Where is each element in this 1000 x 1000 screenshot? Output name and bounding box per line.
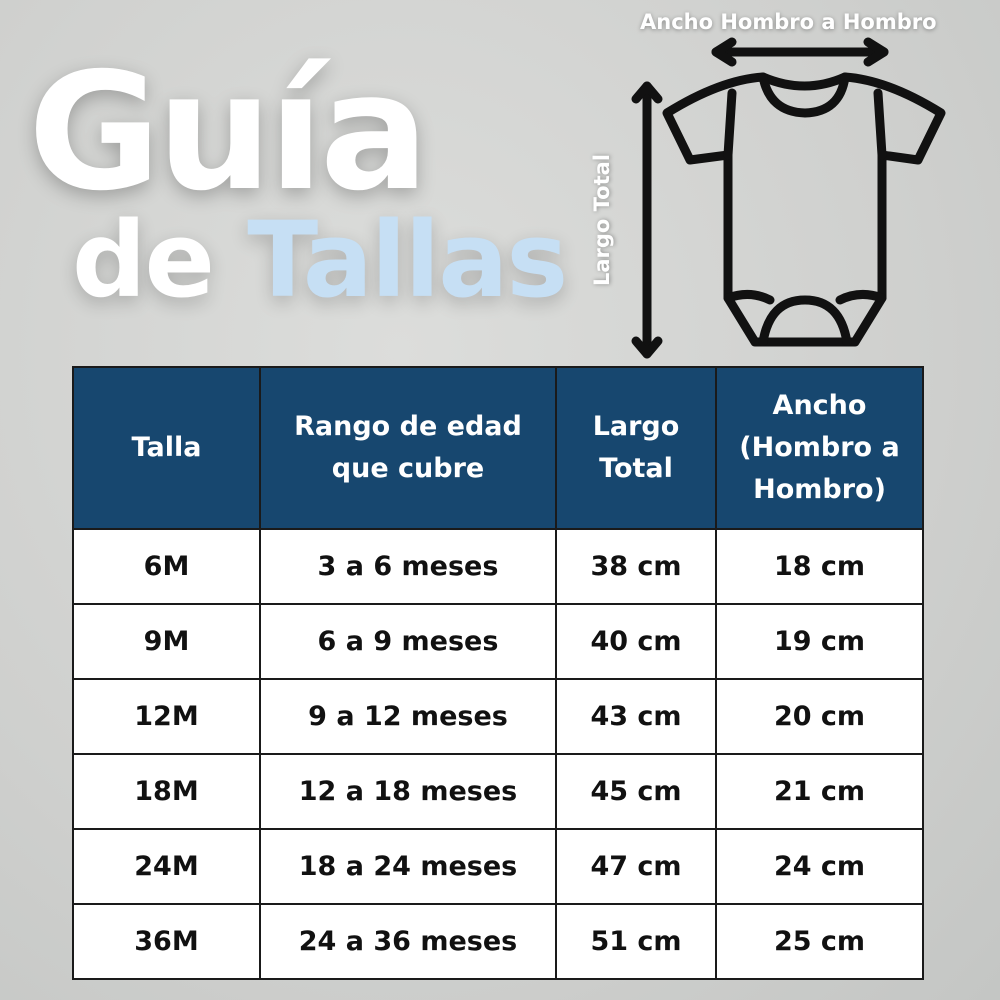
cell-ancho: 20 cm xyxy=(715,678,924,755)
cell-rango: 6 a 9 meses xyxy=(259,603,557,680)
length-label: Largo Total xyxy=(590,153,614,287)
cell-rango: 24 a 36 meses xyxy=(259,903,557,980)
title-de: de xyxy=(72,199,215,321)
table-row: 24M 18 a 24 meses 47 cm 24 cm xyxy=(72,828,924,905)
table-row: 18M 12 a 18 meses 45 cm 21 cm xyxy=(72,753,924,830)
cell-ancho: 25 cm xyxy=(715,903,924,980)
cell-rango: 18 a 24 meses xyxy=(259,828,557,905)
header-rango: Rango de edad que cubre xyxy=(259,366,557,530)
cell-largo: 43 cm xyxy=(555,678,717,755)
width-arrow-icon xyxy=(711,37,889,67)
cell-ancho: 21 cm xyxy=(715,753,924,830)
cell-talla: 9M xyxy=(72,603,261,680)
cell-largo: 40 cm xyxy=(555,603,717,680)
header-largo: Largo Total xyxy=(555,366,717,530)
length-arrow-icon xyxy=(631,81,663,359)
table-row: 36M 24 a 36 meses 51 cm 25 cm xyxy=(72,903,924,980)
table-row: 6M 3 a 6 meses 38 cm 18 cm xyxy=(72,528,924,605)
table-header-row: Talla Rango de edad que cubre Largo Tota… xyxy=(72,366,924,530)
table-row: 12M 9 a 12 meses 43 cm 20 cm xyxy=(72,678,924,755)
cell-rango: 3 a 6 meses xyxy=(259,528,557,605)
cell-largo: 45 cm xyxy=(555,753,717,830)
cell-ancho: 19 cm xyxy=(715,603,924,680)
cell-ancho: 24 cm xyxy=(715,828,924,905)
cell-largo: 47 cm xyxy=(555,828,717,905)
cell-talla: 12M xyxy=(72,678,261,755)
width-label: Ancho Hombro a Hombro xyxy=(640,10,937,34)
cell-rango: 12 a 18 meses xyxy=(259,753,557,830)
header-ancho: Ancho (Hombro a Hombro) xyxy=(715,366,924,530)
size-table: Talla Rango de edad que cubre Largo Tota… xyxy=(72,366,924,980)
cell-talla: 18M xyxy=(72,753,261,830)
cell-largo: 51 cm xyxy=(555,903,717,980)
table-row: 9M 6 a 9 meses 40 cm 19 cm xyxy=(72,603,924,680)
cell-ancho: 18 cm xyxy=(715,528,924,605)
cell-largo: 38 cm xyxy=(555,528,717,605)
title-guia: Guía xyxy=(28,39,429,227)
cell-talla: 36M xyxy=(72,903,261,980)
title-tallas: Tallas xyxy=(247,199,568,321)
title-de-tallas: de Tallas xyxy=(72,208,568,312)
baby-bodysuit-icon xyxy=(631,37,946,359)
cell-talla: 24M xyxy=(72,828,261,905)
header-talla: Talla xyxy=(72,366,261,530)
cell-talla: 6M xyxy=(72,528,261,605)
cell-rango: 9 a 12 meses xyxy=(259,678,557,755)
